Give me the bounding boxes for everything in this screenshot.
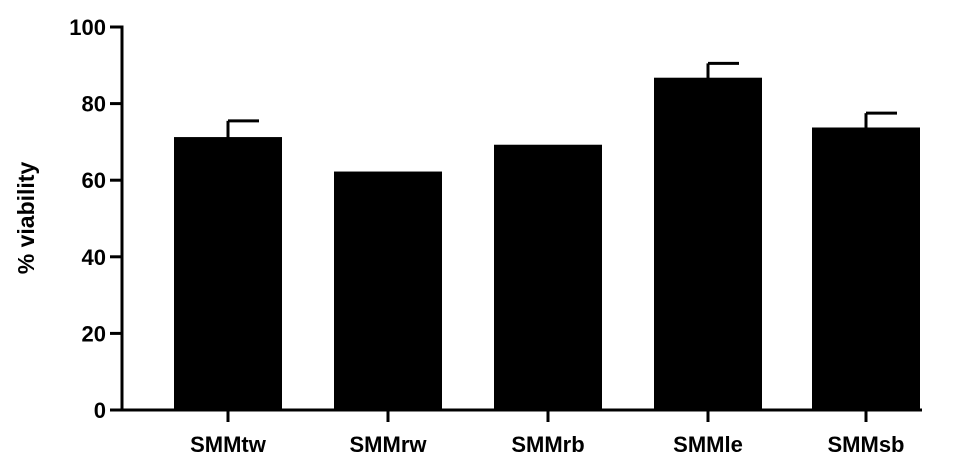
- y-axis-label: % viability: [13, 162, 39, 275]
- y-axis-ticks: 0 20 40 60 80 100: [69, 15, 122, 423]
- bars: [174, 77, 920, 412]
- y-tick-label: 40: [82, 245, 106, 270]
- bar-smmrw: [334, 171, 442, 411]
- bar-smmrb: [494, 144, 602, 411]
- bar-smmle: [654, 77, 762, 412]
- y-tick-label: 100: [69, 15, 106, 40]
- y-tick-label: 20: [82, 321, 106, 346]
- x-tick-label: SMMrb: [511, 432, 584, 457]
- x-tick-label: SMMtw: [190, 432, 267, 457]
- x-tick-label: SMMsb: [828, 432, 905, 457]
- y-tick-label: 60: [82, 168, 106, 193]
- bar-smmsb: [812, 127, 920, 411]
- bar-smmtw: [174, 137, 282, 411]
- y-tick-label: 0: [94, 398, 106, 423]
- y-tick-label: 80: [82, 92, 106, 117]
- x-tick-label: SMMrw: [350, 432, 428, 457]
- error-bars: [226, 61, 897, 139]
- x-tick-label: SMMle: [673, 432, 743, 457]
- x-axis-ticks: SMMtw SMMrw SMMrb SMMle SMMsb: [190, 410, 905, 457]
